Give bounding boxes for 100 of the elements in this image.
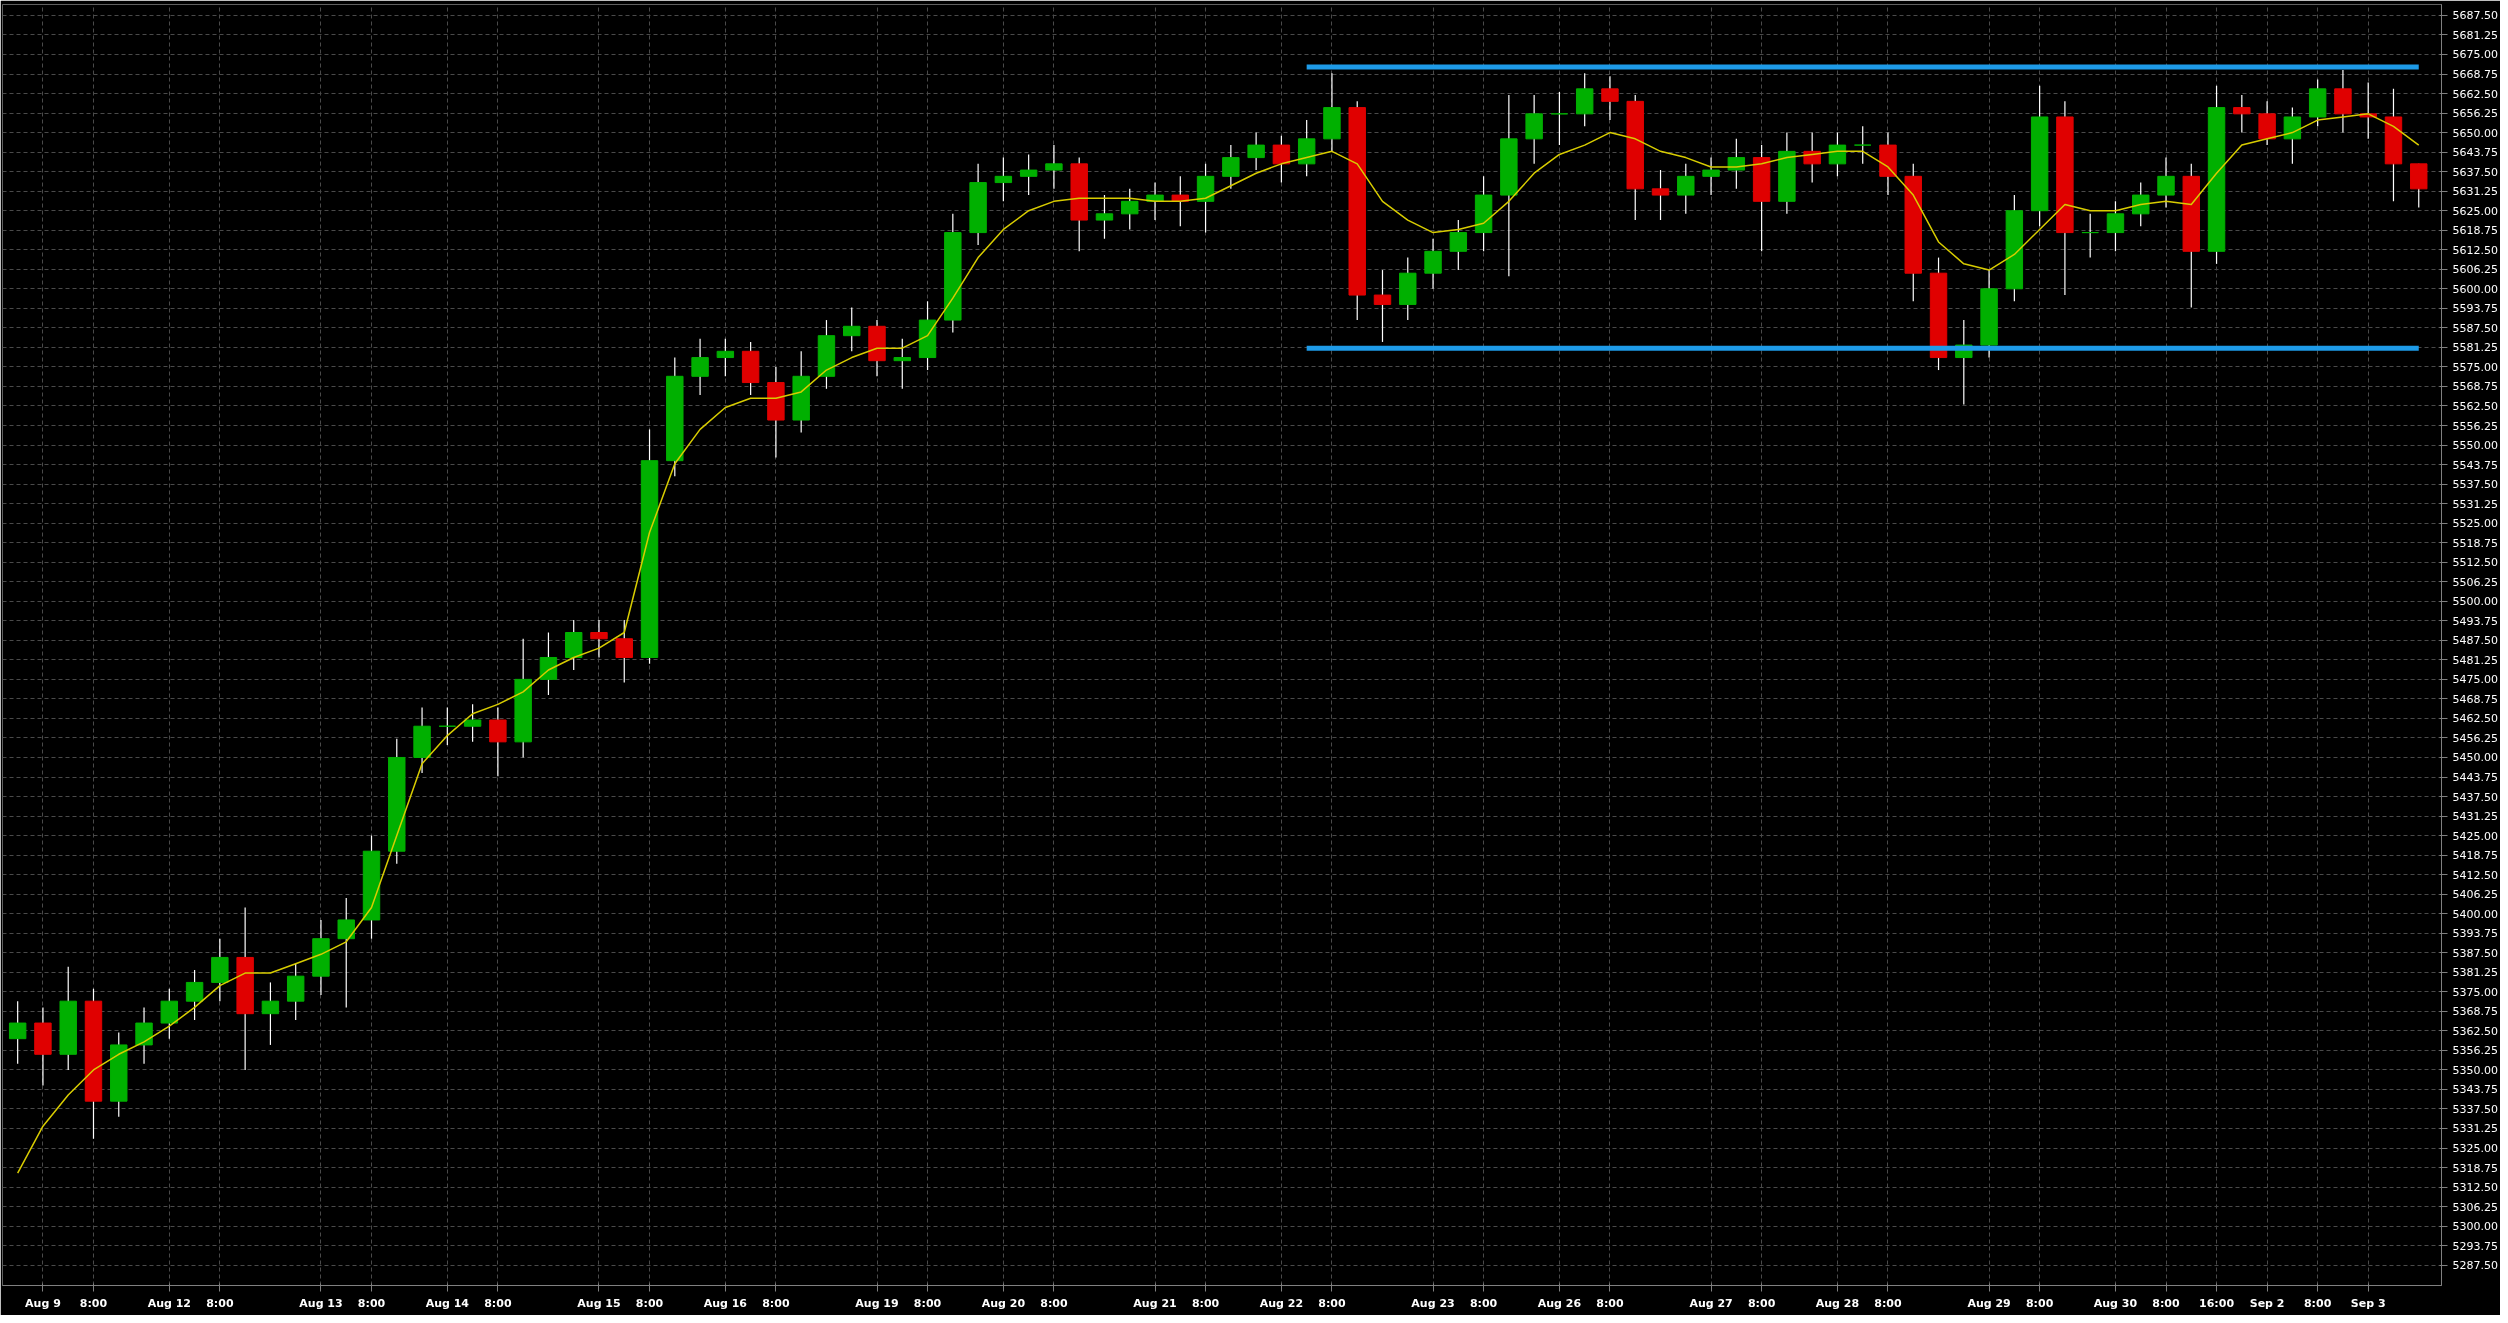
candlestick xyxy=(1449,219,1468,271)
y-tick-label: 5425.00 xyxy=(2452,829,2498,843)
candlestick xyxy=(1171,175,1190,227)
y-tick-label: 5668.75 xyxy=(2452,68,2498,82)
y-tick-label: 5568.75 xyxy=(2452,380,2498,394)
x-tick-label: Aug 13 xyxy=(299,1296,343,1310)
y-tick-label: 5412.50 xyxy=(2452,868,2498,882)
y-tick-label: 5293.75 xyxy=(2452,1239,2498,1253)
candlestick xyxy=(489,706,507,777)
y-tick-label: 5443.75 xyxy=(2452,771,2498,785)
y-tick-label: 5681.25 xyxy=(2452,28,2498,42)
candlestick xyxy=(1424,238,1442,290)
x-tick-label: 16:00 xyxy=(2199,1296,2235,1310)
candlestick xyxy=(539,631,558,696)
x-tick-label: 8:00 xyxy=(484,1296,512,1310)
x-tick-label: 8:00 xyxy=(79,1296,108,1310)
y-tick-label: 5562.50 xyxy=(2452,399,2498,413)
candlestick xyxy=(2106,200,2125,252)
x-tick-label: 8:00 xyxy=(1874,1296,1903,1310)
y-tick-label: 5343.75 xyxy=(2452,1083,2498,1097)
y-tick-label: 5675.00 xyxy=(2452,48,2498,62)
candlestick xyxy=(135,1006,153,1065)
x-tick-label: 8:00 xyxy=(357,1296,386,1310)
y-tick-label: 5643.75 xyxy=(2452,146,2498,160)
x-tick-label: Aug 26 xyxy=(1537,1296,1582,1310)
y-tick-label: 5400.00 xyxy=(2452,907,2498,921)
candlestick xyxy=(1828,132,1847,177)
y-tick-label: 5512.50 xyxy=(2452,556,2498,570)
x-tick-label: Aug 16 xyxy=(703,1296,748,1310)
x-tick-label: 8:00 xyxy=(913,1296,942,1310)
x-tick-label: Sep 3 xyxy=(2350,1296,2386,1310)
candlestick xyxy=(337,897,355,1009)
x-tick-label: 8:00 xyxy=(1469,1296,1498,1310)
candlestick xyxy=(185,969,204,1021)
y-tick-label: 5581.25 xyxy=(2452,341,2498,355)
y-tick-label: 5337.50 xyxy=(2452,1102,2498,1116)
x-tick-label: Sep 2 xyxy=(2249,1296,2285,1310)
candlestick xyxy=(1601,75,1619,121)
y-tick-label: 5637.50 xyxy=(2452,165,2498,179)
y-tick-label: 5456.25 xyxy=(2452,731,2498,745)
y-tick-label: 5418.75 xyxy=(2452,849,2498,863)
x-tick-label: 8:00 xyxy=(206,1296,234,1310)
y-tick-label: 5406.25 xyxy=(2452,888,2498,902)
candlestick xyxy=(2081,213,2099,259)
y-tick-label: 5600.00 xyxy=(2452,282,2498,296)
y-tick-label: 5468.75 xyxy=(2452,692,2498,706)
y-tick-label: 5656.25 xyxy=(2452,107,2498,121)
x-tick-label: 8:00 xyxy=(1191,1296,1220,1310)
candlestick xyxy=(8,1000,27,1065)
y-tick-label: 5575.00 xyxy=(2452,360,2498,374)
y-tick-label: 5431.25 xyxy=(2452,810,2498,824)
y-tick-label: 5375.00 xyxy=(2452,985,2498,999)
line-series xyxy=(16,113,2420,1174)
y-tick-label: 5368.75 xyxy=(2452,1005,2498,1019)
candlestick xyxy=(2157,157,2175,209)
y-tick-label: 5625.00 xyxy=(2452,204,2498,218)
x-tick-label: Aug 29 xyxy=(1967,1296,2011,1310)
x-tick-label: Aug 19 xyxy=(855,1296,899,1310)
candlestick xyxy=(2233,94,2251,134)
y-tick-label: 5387.50 xyxy=(2452,946,2498,960)
y-tick-label: 5525.00 xyxy=(2452,517,2498,531)
y-tick-label: 5300.00 xyxy=(2452,1220,2498,1234)
candlestick xyxy=(1045,144,1063,190)
x-tick-label: Aug 15 xyxy=(577,1296,621,1310)
x-tick-label: Aug 12 xyxy=(147,1296,191,1310)
candlestick xyxy=(1373,269,1392,343)
candlestick xyxy=(893,338,911,390)
x-tick-label: Aug 20 xyxy=(981,1296,1026,1310)
candlestick xyxy=(1121,188,1139,231)
y-tick-label: 5687.50 xyxy=(2452,9,2498,23)
candlestick xyxy=(1146,181,1164,221)
y-tick-label: 5531.25 xyxy=(2452,497,2498,511)
candlestick xyxy=(261,981,280,1046)
y-tick-label: 5550.00 xyxy=(2452,439,2498,453)
candlestick xyxy=(1247,132,1265,171)
y-tick-label: 5587.50 xyxy=(2452,321,2498,335)
candlestick xyxy=(994,157,1013,202)
x-tick-label: Aug 21 xyxy=(1133,1296,1177,1310)
candlestick xyxy=(1854,125,1872,165)
y-tick-label: 5593.75 xyxy=(2452,302,2498,316)
candlestick xyxy=(438,706,457,746)
x-tick-label: Aug 14 xyxy=(425,1296,470,1310)
candlestick xyxy=(615,619,633,684)
candlestick xyxy=(1222,144,1240,190)
candlestick xyxy=(463,703,482,743)
y-tick-label: 5331.25 xyxy=(2452,1122,2498,1136)
candlestick xyxy=(590,619,608,659)
y-tick-label: 5462.50 xyxy=(2452,712,2498,726)
y-tick-label: 5556.25 xyxy=(2452,419,2498,433)
y-tick-label: 5362.50 xyxy=(2452,1024,2498,1038)
candlestick xyxy=(1550,91,1569,146)
candlestick xyxy=(843,306,861,352)
x-tick-label: 8:00 xyxy=(2303,1296,2332,1310)
y-tick-label: 5356.25 xyxy=(2452,1044,2498,1058)
y-tick-label: 5318.75 xyxy=(2452,1161,2498,1175)
x-tick-label: Aug 28 xyxy=(1815,1296,1860,1310)
y-tick-label: 5350.00 xyxy=(2452,1063,2498,1077)
x-tick-label: Aug 23 xyxy=(1411,1296,1455,1310)
x-tick-label: 8:00 xyxy=(762,1296,790,1310)
y-tick-label: 5506.25 xyxy=(2452,575,2498,589)
